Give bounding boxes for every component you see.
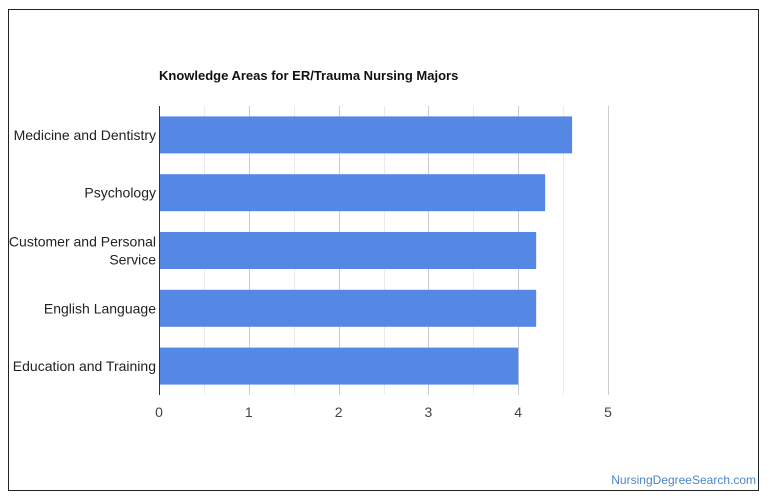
category-label: English Language (44, 300, 156, 316)
x-tick-label: 1 (245, 404, 253, 420)
x-tick-label: 4 (514, 404, 522, 420)
bar[interactable] (159, 347, 519, 385)
x-tick-label: 3 (425, 404, 433, 420)
category-label: Medicine and Dentistry (14, 127, 156, 143)
bar[interactable] (159, 289, 537, 327)
x-tick-label: 2 (335, 404, 343, 420)
watermark[interactable]: NursingDegreeSearch.com (611, 473, 756, 487)
x-tick-label: 0 (155, 404, 163, 420)
category-labels: Medicine and Dentistry Psychology Customer… (9, 127, 156, 374)
bar[interactable] (159, 116, 573, 154)
bar[interactable] (159, 174, 546, 212)
chart-title: Knowledge Areas for ER/Trauma Nursing Ma… (159, 68, 459, 83)
tick-labels: 0 1 2 3 4 5 (155, 404, 612, 420)
bars (159, 116, 573, 385)
category-label: Customer and Personal Service (9, 234, 156, 268)
bar[interactable] (159, 232, 537, 269)
category-label: Psychology (84, 185, 156, 201)
x-tick-label: 5 (604, 404, 612, 420)
category-label: Education and Training (13, 358, 156, 374)
